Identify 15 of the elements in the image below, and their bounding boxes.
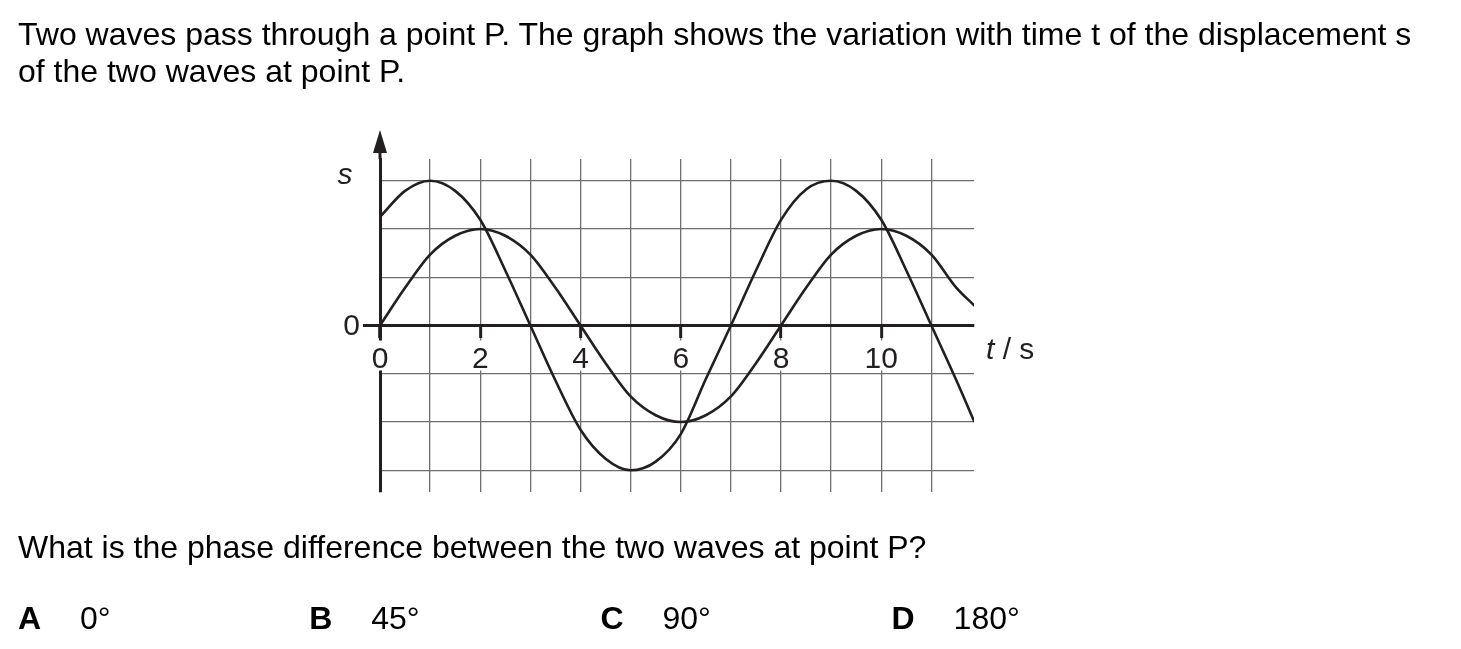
x-tick-label: 6 — [672, 340, 690, 374]
text: B 45° — [309, 600, 420, 636]
x-tick-label: 8 — [772, 340, 790, 374]
x-tick-label: 10 — [864, 340, 898, 374]
text: 0 — [343, 307, 360, 341]
text: D 180° — [891, 600, 1020, 636]
x-axis-title: t / s — [986, 331, 1035, 365]
chart-title: Two waves pass through a point P. The graph shows the variation with time t of the displacement s of the two waves at point P. — [18, 16, 1413, 90]
y-axis-title: s — [337, 157, 353, 191]
text: C 90° — [600, 600, 711, 636]
text: What is the phase difference between the two waves at point P? — [18, 529, 927, 566]
x-tick-label: 0 — [371, 340, 389, 374]
x-tick-label: 2 — [471, 340, 489, 374]
text: A 0° — [18, 600, 111, 636]
x-tick-label: 4 — [572, 340, 589, 374]
